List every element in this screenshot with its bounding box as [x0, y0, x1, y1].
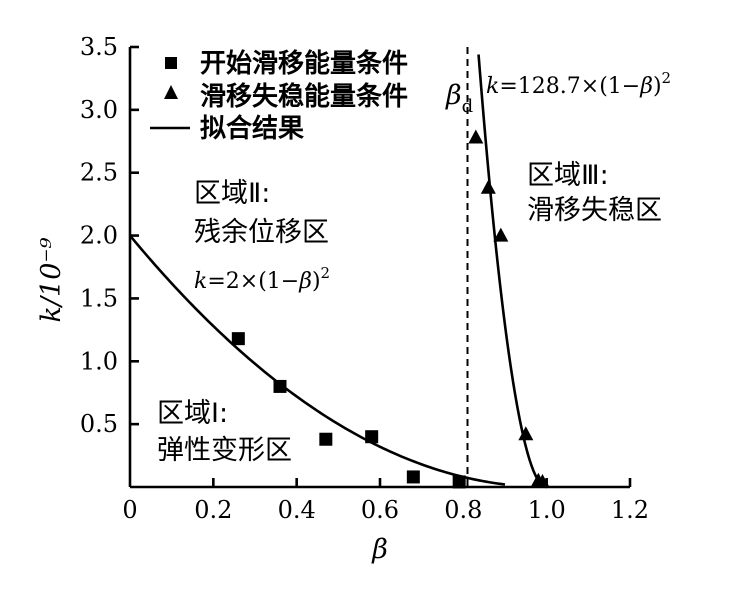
legend-label-start-slip: 开始滑移能量条件: [200, 48, 408, 79]
x-tick-label: 0.8: [444, 496, 482, 524]
legend-label-fit: 拟合结果: [200, 113, 304, 144]
beta-d-label: βd: [445, 80, 473, 117]
x-tick-label: 1.0: [528, 496, 566, 524]
fit-curve-instability: [477, 54, 547, 489]
x-tick-label: 0.4: [278, 496, 316, 524]
region1-desc: 弹性变形区: [157, 435, 292, 466]
formula2-tail: ): [653, 74, 662, 99]
formula1-beta: β: [298, 269, 312, 294]
triangle-marker-point: [518, 426, 534, 441]
fit-formula-instability: k=128.7×(1−β)2: [486, 69, 671, 99]
x-tick-label: 0: [122, 496, 137, 524]
y-tick-label: 3.0: [80, 96, 118, 124]
x-tick-label: 0.2: [194, 496, 232, 524]
y-tick-label: 1.5: [80, 284, 118, 312]
legend-square-marker: [165, 57, 177, 69]
beta-d-main: β: [445, 80, 462, 111]
region2-desc: 残余位移区: [194, 217, 329, 248]
triangle-marker-point: [468, 129, 484, 144]
formula1-tail: ): [312, 269, 321, 294]
square-marker-point: [365, 430, 379, 444]
formula1-sup: 2: [321, 264, 331, 282]
legend-label-instability: 滑移失稳能量条件: [200, 81, 408, 112]
legend: 开始滑移能量条件 滑移失稳能量条件 拟合结果: [150, 48, 408, 144]
formula2-sup: 2: [662, 69, 672, 87]
formula2-rest: =128.7×(1−: [499, 74, 640, 99]
x-axis-title: β: [371, 534, 388, 565]
formula1-rest: =2×(1−: [207, 269, 299, 294]
legend-triangle-marker: [164, 85, 178, 99]
fit-curve-elastic: [129, 234, 506, 486]
markers: [231, 129, 550, 489]
y-tick-label: 2.5: [80, 159, 118, 187]
triangle-marker-point: [480, 179, 496, 194]
triangle-marker-point: [493, 227, 509, 242]
formula2-k: k: [486, 74, 499, 99]
square-marker-point: [319, 432, 333, 446]
triangle-marker-point: [535, 473, 550, 488]
square-marker-point: [452, 475, 466, 489]
region3-title: 区域Ⅲ:: [527, 160, 609, 191]
fit-formula-elastic: k=2×(1−β)2: [194, 264, 330, 294]
region3-desc: 滑移失稳区: [527, 195, 662, 226]
region1-title: 区域Ⅰ:: [157, 398, 228, 429]
square-marker-point: [273, 379, 287, 393]
y-tick-label: 3.5: [80, 33, 118, 61]
formula1-k: k: [194, 269, 207, 294]
square-marker-point: [406, 470, 420, 484]
y-tick-label: 1.0: [80, 347, 118, 375]
x-tick-label: 1.2: [611, 496, 649, 524]
x-tick-label: 0.6: [361, 496, 399, 524]
y-tick-label: 0.5: [80, 410, 118, 438]
region2-title: 区域Ⅱ:: [194, 178, 270, 209]
x-ticks: 0 0.2 0.4 0.6 0.8 1.0 1.2: [122, 478, 649, 524]
beta-d-sub: d: [462, 96, 474, 117]
y-tick-label: 2.0: [80, 222, 118, 250]
formula2-beta: β: [639, 74, 653, 99]
square-marker-point: [231, 332, 245, 346]
y-ticks: 0.5 1.0 1.5 2.0 2.5 3.0 3.5: [80, 33, 139, 438]
y-axis-title: k/10⁻⁹: [36, 237, 67, 322]
